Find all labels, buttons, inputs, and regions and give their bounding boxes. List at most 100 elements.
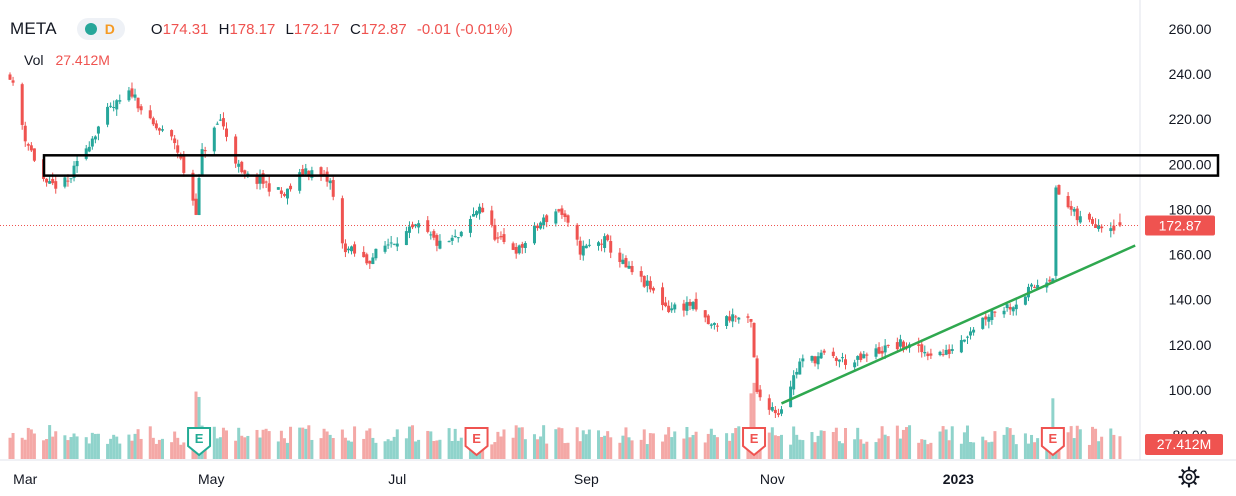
candle-body bbox=[471, 213, 475, 217]
volume-bar bbox=[584, 434, 588, 459]
open-key: O bbox=[150, 20, 163, 38]
candle-body bbox=[813, 356, 817, 364]
candle-body bbox=[819, 352, 823, 359]
volume-bar bbox=[301, 427, 305, 459]
candle-body bbox=[993, 311, 997, 313]
y-tick-label: 120.00 bbox=[1169, 337, 1212, 353]
volume-bar bbox=[877, 438, 881, 459]
volume-bar bbox=[453, 428, 457, 459]
volume-bar bbox=[1023, 433, 1027, 459]
candle-body bbox=[737, 317, 741, 320]
candle-body bbox=[93, 136, 97, 140]
volume-bar bbox=[776, 436, 780, 459]
volume-bar bbox=[554, 429, 558, 459]
volume-bar bbox=[340, 429, 344, 459]
candle-body bbox=[389, 242, 393, 244]
candle-body bbox=[432, 231, 436, 238]
candle-body bbox=[639, 271, 643, 277]
earnings-marker-label: E bbox=[1049, 431, 1058, 446]
resistance-zone-box bbox=[42, 154, 1220, 177]
candle-body bbox=[157, 128, 161, 131]
time-axis-labels: Mar May Jul Sep Nov 2023 bbox=[13, 471, 974, 487]
volume-bar bbox=[597, 430, 601, 459]
volume-bar bbox=[566, 442, 570, 459]
candle-body bbox=[917, 344, 921, 346]
volume-bar bbox=[435, 440, 439, 459]
volume-bar bbox=[941, 426, 945, 459]
volume-bar bbox=[115, 436, 119, 459]
candle-body bbox=[319, 167, 323, 177]
candle-body bbox=[664, 302, 668, 307]
volume-bar bbox=[438, 439, 442, 459]
candle-body bbox=[435, 235, 439, 246]
candle-body bbox=[831, 351, 835, 356]
volume-bar bbox=[712, 434, 716, 459]
earnings-marker: E bbox=[464, 427, 489, 457]
volume-bar bbox=[603, 435, 607, 459]
candle-body bbox=[285, 188, 289, 199]
volume-bar bbox=[545, 443, 549, 459]
volume-bar bbox=[661, 441, 665, 459]
candle-body bbox=[176, 145, 180, 153]
candle-body bbox=[112, 107, 116, 109]
volume-bar bbox=[523, 439, 527, 459]
interval-pill[interactable]: D bbox=[76, 18, 125, 40]
volume-bar bbox=[87, 443, 91, 459]
candle-body bbox=[880, 350, 884, 354]
earnings-marker-badge bbox=[187, 427, 212, 457]
volume-bar bbox=[859, 439, 863, 459]
volume-bar bbox=[218, 437, 222, 459]
volume-bar bbox=[1008, 428, 1012, 459]
candle-body bbox=[682, 303, 686, 311]
candle-body bbox=[170, 130, 174, 137]
support-trendline bbox=[780, 244, 1136, 405]
volume-bar bbox=[407, 426, 411, 459]
volume-bar bbox=[112, 434, 116, 459]
volume-bar bbox=[157, 439, 161, 459]
candle-body bbox=[984, 316, 988, 320]
candle-body bbox=[886, 344, 890, 346]
candle-body bbox=[499, 236, 503, 238]
volume-bar bbox=[499, 436, 503, 459]
volume-bar bbox=[1118, 436, 1122, 459]
volume-bar bbox=[282, 438, 286, 459]
volume-bar bbox=[642, 429, 646, 459]
volume-bar bbox=[581, 430, 585, 459]
candle-body bbox=[90, 138, 94, 147]
earnings-marker: E bbox=[1040, 427, 1065, 457]
candle-body bbox=[453, 235, 457, 237]
candle-body bbox=[368, 260, 372, 264]
candle-body bbox=[32, 148, 36, 161]
candle-body bbox=[746, 316, 750, 318]
candle-body bbox=[1072, 208, 1076, 212]
candle-body bbox=[148, 110, 152, 119]
volume-bar bbox=[234, 440, 238, 459]
gear-icon[interactable] bbox=[1177, 465, 1201, 489]
x-tick-label: Mar bbox=[13, 471, 37, 487]
volume-bar bbox=[990, 441, 994, 459]
candle-body bbox=[667, 305, 671, 312]
candle-body bbox=[566, 215, 570, 223]
volume-bar bbox=[972, 442, 976, 459]
candle-body bbox=[54, 181, 58, 189]
volume-bar bbox=[822, 430, 826, 459]
symbol-label[interactable]: META bbox=[10, 19, 57, 38]
volume-bar bbox=[411, 425, 415, 459]
volume-bar bbox=[1078, 429, 1082, 459]
volume-bar bbox=[429, 431, 433, 459]
candle-body bbox=[1091, 219, 1095, 224]
volume-bar bbox=[221, 427, 225, 459]
volume-bar bbox=[706, 433, 710, 459]
candle-body bbox=[429, 234, 433, 236]
candle-body bbox=[1011, 307, 1015, 312]
candle-body bbox=[215, 123, 219, 125]
candle-body bbox=[816, 356, 820, 365]
price-axis-labels: 260.00 240.00 220.00 200.00 180.00 160.00 140.… bbox=[1169, 21, 1212, 443]
low-key: L bbox=[285, 20, 294, 38]
volume-bar bbox=[682, 438, 686, 459]
candle-body bbox=[328, 180, 332, 184]
candle-body bbox=[11, 80, 15, 83]
candle-body bbox=[307, 170, 311, 175]
x-tick-label: Sep bbox=[574, 471, 599, 487]
